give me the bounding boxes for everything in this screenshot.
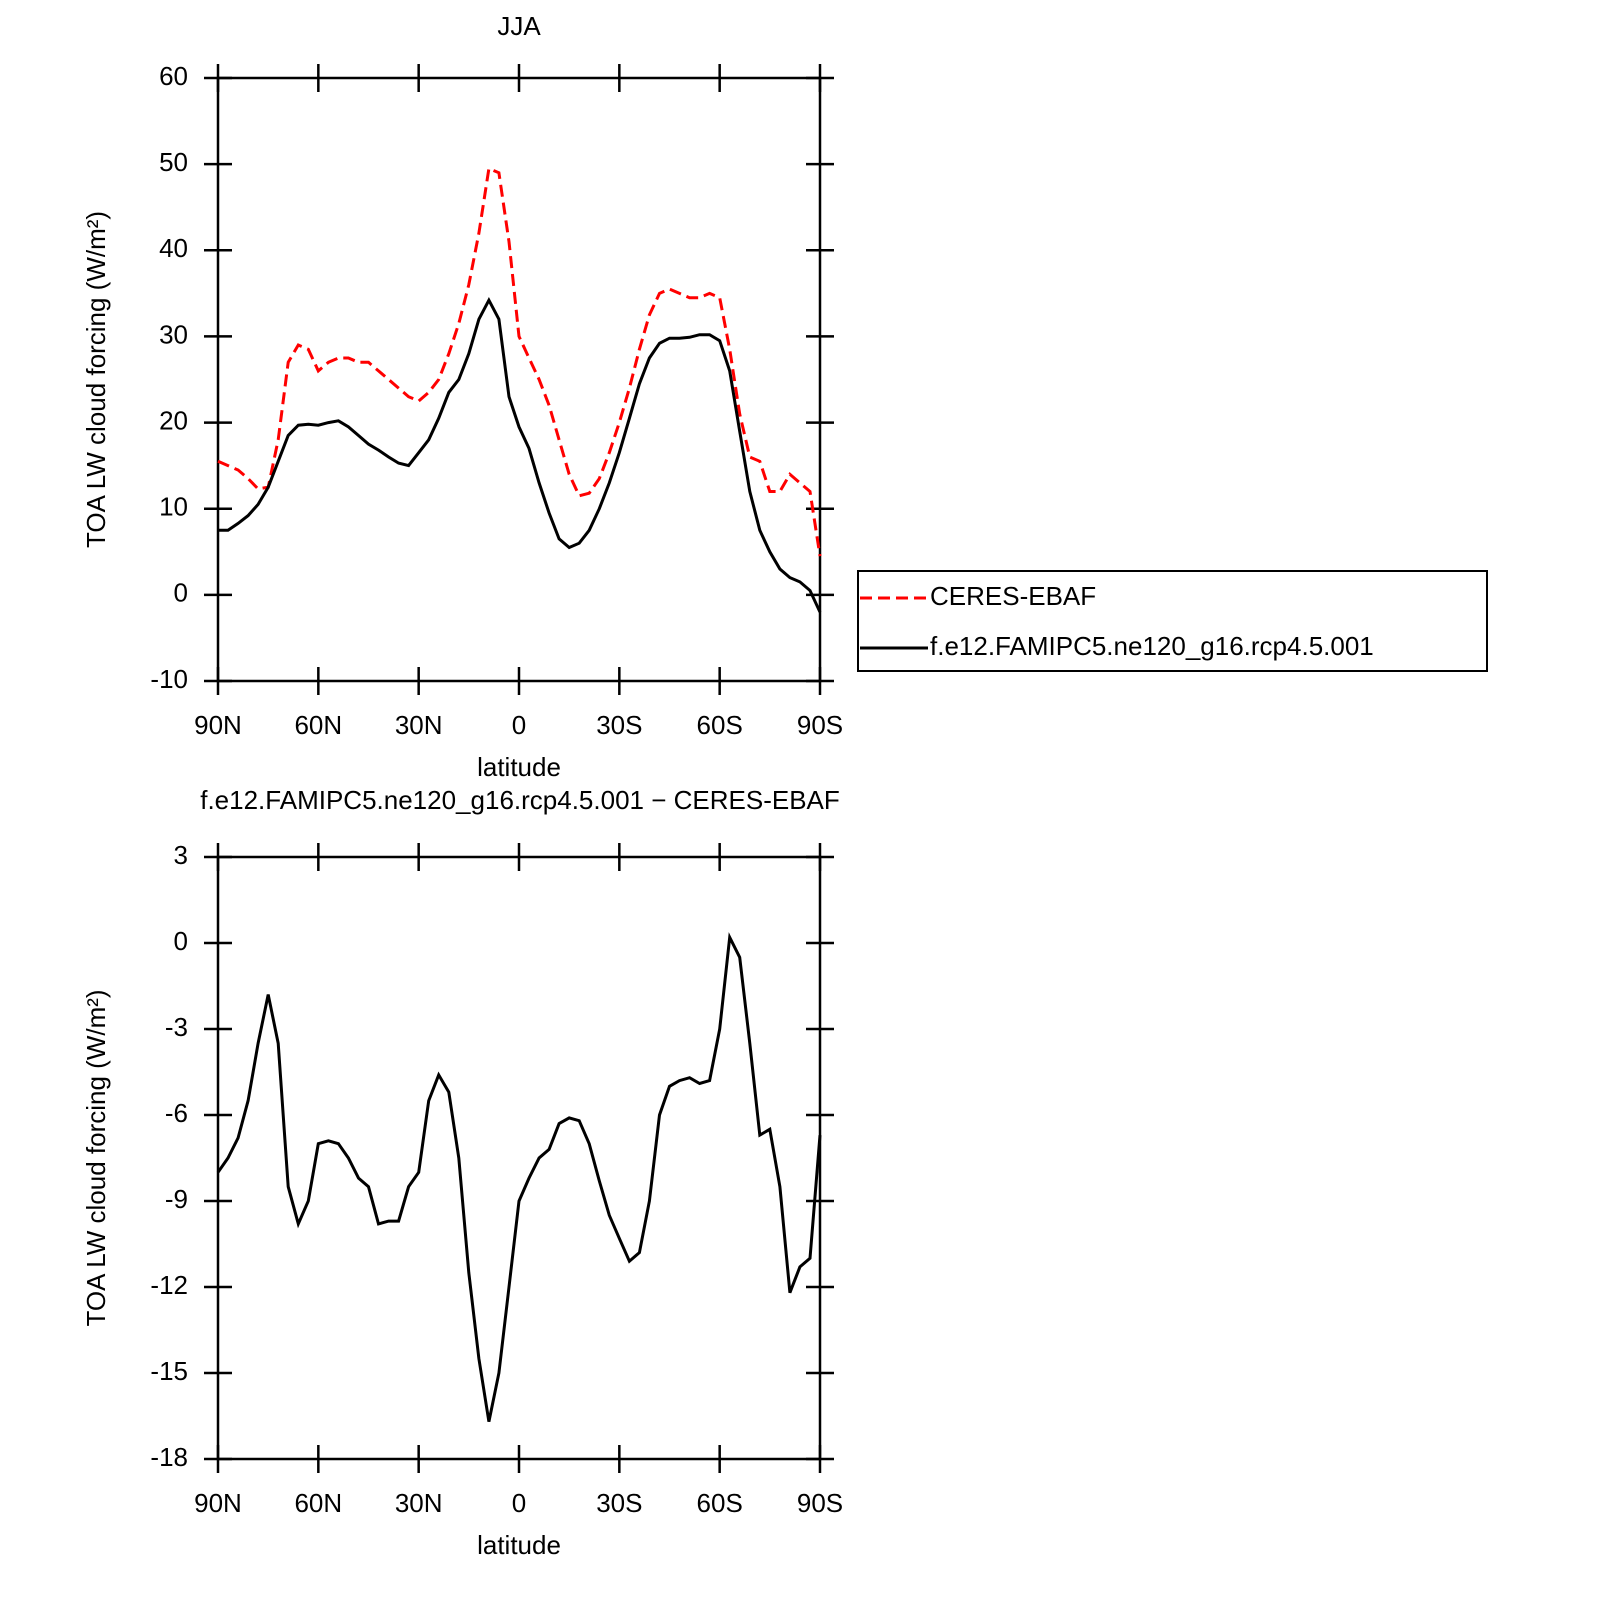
y-axis-label: TOA LW cloud forcing (W/m²) [81,211,111,548]
legend-label: CERES-EBAF [930,581,1096,611]
x-tick-label: 30N [395,710,443,740]
chart-title: JJA [497,11,541,41]
x-axis-label: latitude [477,752,561,782]
x-tick-label: 30S [596,1488,642,1518]
y-tick-label: -6 [165,1098,188,1128]
x-tick-label: 60S [697,1488,743,1518]
x-axis-label: latitude [477,1530,561,1560]
x-tick-label: 30N [395,1488,443,1518]
x-tick-label: 0 [512,1488,526,1518]
y-tick-label: 10 [159,492,188,522]
y-tick-label: -12 [150,1270,188,1300]
y-tick-label: 60 [159,61,188,91]
x-tick-label: 30S [596,710,642,740]
legend-label: f.e12.FAMIPC5.ne120_g16.rcp4.5.001 [930,631,1374,661]
x-tick-label: 60N [294,710,342,740]
y-tick-label: 3 [174,840,188,870]
y-tick-label: -15 [150,1356,188,1386]
x-tick-label: 90S [797,1488,843,1518]
y-tick-label: 20 [159,405,188,435]
data-line [216,932,822,1423]
x-tick-label: 0 [512,710,526,740]
y-tick-label: 0 [174,578,188,608]
y-tick-label: -9 [165,1184,188,1214]
y-axis-label: TOA LW cloud forcing (W/m²) [81,989,111,1326]
y-tick-label: -18 [150,1442,188,1472]
y-tick-label: 30 [159,319,188,349]
x-tick-label: 60S [697,710,743,740]
x-tick-label: 90S [797,710,843,740]
x-tick-label: 90N [194,1488,242,1518]
legend-box [857,570,1488,672]
data-line [217,166,822,557]
x-tick-label: 90N [194,710,242,740]
y-tick-label: 50 [159,147,188,177]
chart-title: f.e12.FAMIPC5.ne120_g16.rcp4.5.001 − CER… [200,785,840,815]
x-tick-label: 60N [294,1488,342,1518]
y-tick-label: -10 [150,664,188,694]
y-tick-label: 40 [159,233,188,263]
y-tick-label: -3 [165,1012,188,1042]
data-line [218,296,822,613]
y-tick-label: 0 [174,926,188,956]
